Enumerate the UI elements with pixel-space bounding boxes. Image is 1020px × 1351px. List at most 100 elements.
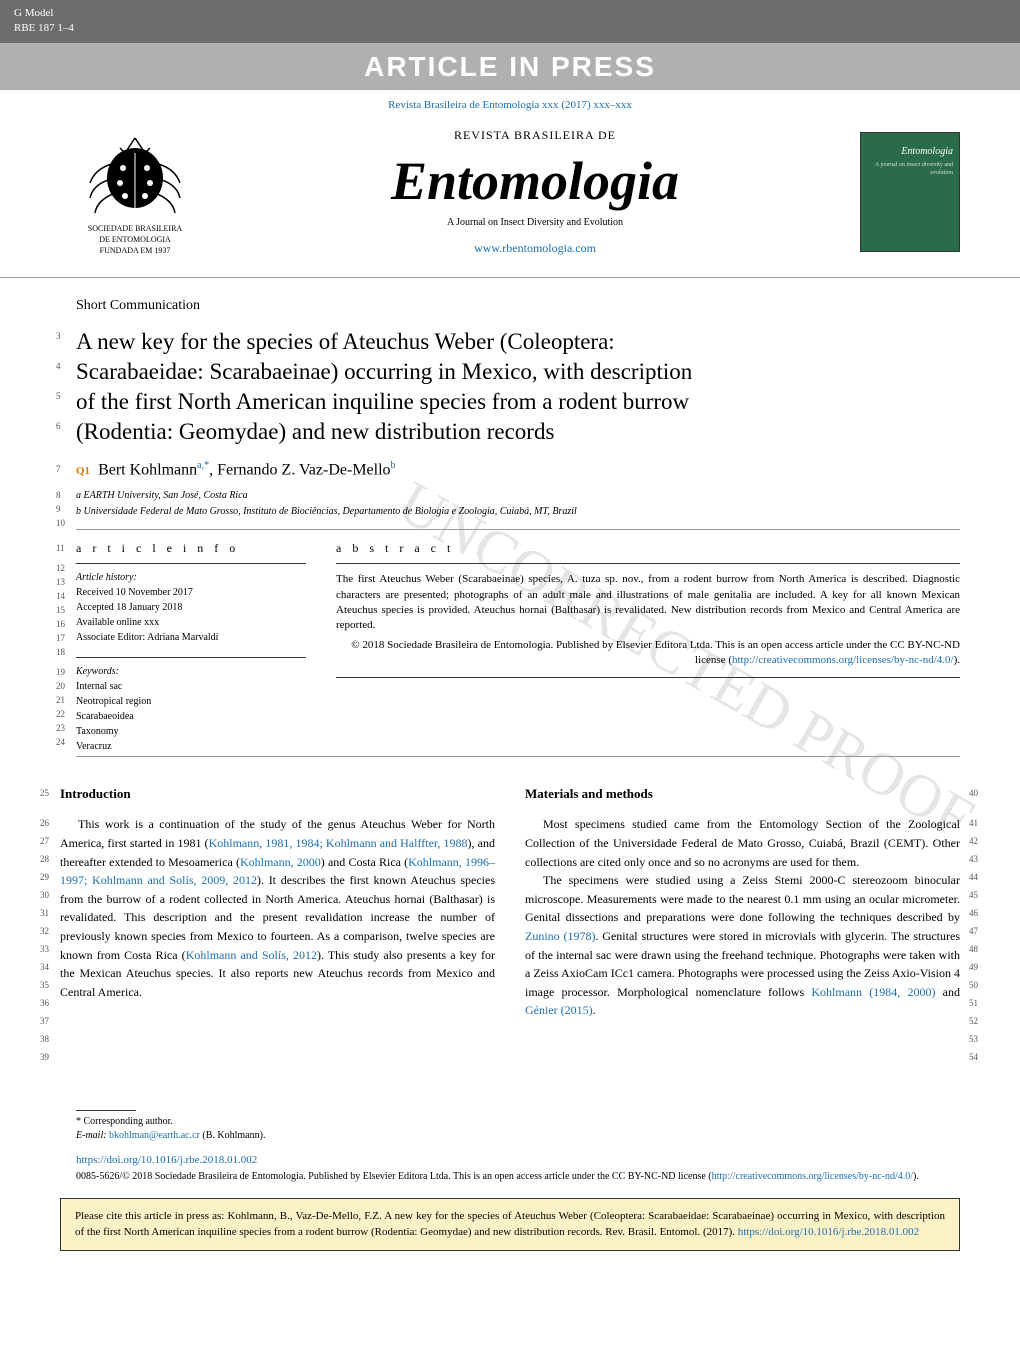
title-line: Scarabaeidae: Scarabaeinae) occurring in… — [76, 359, 692, 384]
rbe-id: RBE 187 1–4 — [14, 21, 74, 36]
journal-website-link[interactable]: www.rbentomologia.com — [210, 240, 860, 257]
author-2-affil: b — [391, 460, 396, 471]
left-column: 25 26 27 28 29 30 31 32 33 34 35 36 37 3… — [60, 785, 495, 1020]
line-number: 35 — [40, 979, 49, 992]
line-number: 42 — [969, 835, 978, 848]
online-date: Available online xxx — [76, 615, 306, 630]
title-line: of the first North American inquiline sp… — [76, 389, 689, 414]
citation-link[interactable]: Génier (2015) — [525, 1003, 593, 1017]
line-number: 5 — [56, 391, 61, 403]
line-number: 47 — [969, 925, 978, 938]
line-number: 12 — [56, 562, 65, 575]
license-link[interactable]: http://creativecommons.org/licenses/by-n… — [732, 654, 954, 666]
citation-link[interactable]: Zunino (1978) — [525, 929, 595, 943]
line-number: 6 — [56, 421, 61, 433]
abstract-header: a b s t r a c t — [336, 540, 960, 557]
title-line: (Rodentia: Geomydae) and new distributio… — [76, 419, 554, 444]
line-number: 48 — [969, 943, 978, 956]
line-number: 24 — [56, 736, 65, 749]
line-number: 22 — [56, 708, 65, 721]
author-1-affil: a,* — [197, 460, 209, 471]
line-number: 34 — [40, 961, 49, 974]
copyright-text: 0085-5626/© 2018 Sociedade Brasileira de… — [76, 1170, 960, 1184]
email-link[interactable]: bkohlman@earth.ac.cr — [109, 1130, 200, 1141]
doi-link[interactable]: https://doi.org/10.1016/j.rbe.2018.01.00… — [76, 1153, 960, 1168]
citation-doi-link[interactable]: https://doi.org/10.1016/j.rbe.2018.01.00… — [738, 1226, 919, 1238]
line-number: 51 — [969, 997, 978, 1010]
divider — [76, 756, 960, 757]
journal-title: Entomologia — [210, 144, 860, 220]
logo-caption-1: SOCIEDADE BRASILEIRA — [60, 225, 210, 234]
line-number: 44 — [969, 871, 978, 884]
keyword: Internal sac — [76, 679, 306, 694]
right-column: 40 41 42 43 44 45 46 47 48 49 50 51 52 5… — [525, 785, 960, 1020]
mm-paragraph-1: Most specimens studied came from the Ent… — [525, 815, 960, 871]
keyword: Taxonomy — [76, 724, 306, 739]
line-number: 36 — [40, 997, 49, 1010]
society-logo: SOCIEDADE BRASILEIRA DE ENTOMOLOGIA FUND… — [60, 128, 210, 256]
line-number: 38 — [40, 1033, 49, 1046]
line-number: 20 — [56, 680, 65, 693]
topbar: G Model RBE 187 1–4 — [0, 0, 1020, 43]
citation-link[interactable]: Kohlmann, 2000 — [240, 855, 321, 869]
line-number: 15 — [56, 604, 65, 617]
line-number: 46 — [969, 907, 978, 920]
intro-paragraph: This work is a continuation of the study… — [60, 815, 495, 1001]
line-number: 53 — [969, 1033, 978, 1046]
line-number: 21 — [56, 694, 65, 707]
title-line: A new key for the species of Ateuchus We… — [76, 329, 615, 354]
line-number: 7 — [56, 463, 61, 476]
line-number: 45 — [969, 889, 978, 902]
line-number: 16 — [56, 618, 65, 631]
license-link[interactable]: http://creativecommons.org/licenses/by-n… — [712, 1171, 913, 1182]
line-number: 31 — [40, 907, 49, 920]
line-number: 29 — [40, 871, 49, 884]
line-number: 30 — [40, 889, 49, 902]
line-number: 50 — [969, 979, 978, 992]
article-in-press-banner: ARTICLE IN PRESS — [0, 43, 1020, 90]
line-number: 9 — [56, 503, 61, 516]
logo-caption-2: DE ENTOMOLOGIA — [60, 236, 210, 245]
line-number: 49 — [969, 961, 978, 974]
affiliation-a: a EARTH University, San José, Costa Rica — [76, 489, 960, 503]
logo-caption-3: FUNDADA EM 1937 — [60, 247, 210, 256]
citation-link[interactable]: Kohlmann, 1981, 1984; Kohlmann and Halff… — [209, 836, 468, 850]
article-type: Short Communication — [76, 296, 960, 316]
gmodel-label: G Model — [14, 6, 74, 21]
line-number: 40 — [969, 787, 978, 800]
abstract-text: The first Ateuchus Weber (Scarabaeinae) … — [336, 572, 960, 668]
article-info-column: 11 12 13 14 15 16 17 18 19 20 21 22 23 2… — [76, 540, 306, 754]
keywords-label: Keywords: — [76, 664, 306, 679]
line-number: 32 — [40, 925, 49, 938]
line-number: 11 — [56, 542, 65, 555]
accepted-date: Accepted 18 January 2018 — [76, 600, 306, 615]
associate-editor: Associate Editor: Adriana Marvaldi — [76, 630, 306, 645]
article-info-header: a r t i c l e i n f o — [76, 540, 306, 557]
footer: * Corresponding author. E-mail: bkohlman… — [76, 1110, 960, 1184]
citation-link[interactable]: Kohlmann and Solís, 2012 — [186, 948, 317, 962]
cover-subtitle: A journal on insect diversity and evolut… — [861, 161, 953, 178]
keyword: Veracruz — [76, 739, 306, 754]
line-number: 23 — [56, 722, 65, 735]
query-marker: Q1 — [76, 465, 90, 477]
mm-paragraph-2: The specimens were studied using a Zeiss… — [525, 871, 960, 1020]
line-number: 54 — [969, 1051, 978, 1064]
journal-superscript: REVISTA BRASILEIRA DE — [210, 127, 860, 144]
line-number: 14 — [56, 590, 65, 603]
beetle-logo-icon — [75, 128, 195, 218]
journal-title-block: REVISTA BRASILEIRA DE Entomologia A Jour… — [210, 127, 860, 256]
line-number: 28 — [40, 853, 49, 866]
citation-box: Please cite this article in press as: Ko… — [60, 1198, 960, 1251]
authors: 7 Q1 Bert Kohlmanna,*, Fernando Z. Vaz-D… — [76, 459, 960, 482]
line-number: 52 — [969, 1015, 978, 1028]
line-number: 10 — [56, 517, 65, 530]
abstract-column: a b s t r a c t The first Ateuchus Weber… — [336, 540, 960, 754]
affiliation-b: b Universidade Federal de Mato Grosso, I… — [76, 505, 960, 519]
line-number: 4 — [56, 361, 61, 373]
line-number: 41 — [969, 817, 978, 830]
author-1: Bert Kohlmann — [98, 461, 197, 478]
introduction-heading: Introduction — [60, 785, 495, 803]
citation-link[interactable]: Kohlmann (1984, 2000) — [811, 985, 935, 999]
keyword: Scarabaeoidea — [76, 709, 306, 724]
received-date: Received 10 November 2017 — [76, 585, 306, 600]
